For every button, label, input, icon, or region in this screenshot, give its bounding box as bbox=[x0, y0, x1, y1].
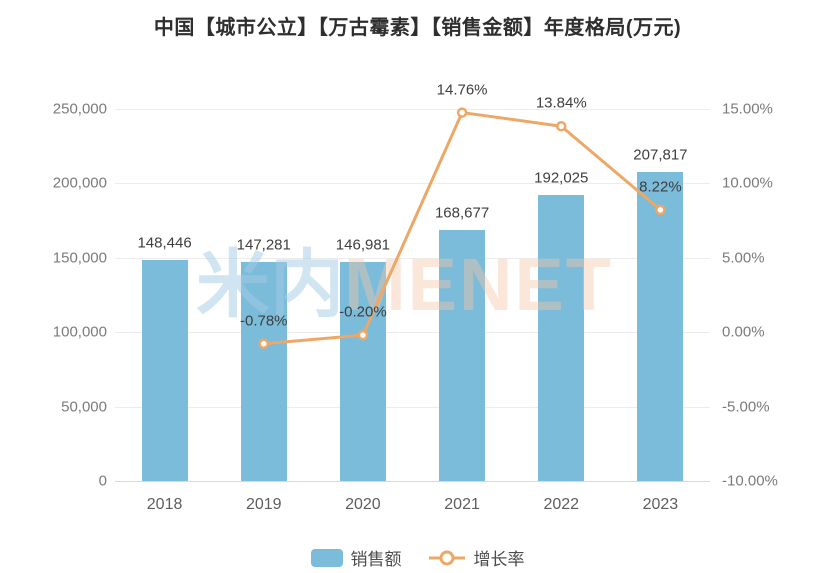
bar-value-label: 148,446 bbox=[137, 234, 192, 252]
left-axis-tick-label: 0 bbox=[98, 472, 107, 490]
left-axis-tick-label: 100,000 bbox=[52, 323, 107, 341]
growth-point-2022[interactable] bbox=[556, 121, 567, 132]
x-axis-label-2022: 2022 bbox=[543, 496, 580, 513]
gridline bbox=[115, 406, 710, 408]
growth-value-label: 13.84% bbox=[535, 94, 587, 112]
bar-2021[interactable] bbox=[439, 230, 486, 481]
left-axis-tick-label: 200,000 bbox=[52, 174, 107, 192]
line-series-marker-icon bbox=[428, 550, 465, 565]
left-axis-tick-label: 50,000 bbox=[61, 398, 107, 416]
bar-2023[interactable] bbox=[637, 171, 684, 481]
bar-value-label: 168,677 bbox=[434, 204, 490, 222]
right-axis-tick-label: 15.00% bbox=[722, 100, 773, 118]
x-axis-label-2019: 2019 bbox=[245, 496, 282, 513]
x-axis-label-2020: 2020 bbox=[345, 496, 381, 513]
right-axis-tick-label: -10.00% bbox=[722, 472, 778, 490]
bar-value-label: 147,281 bbox=[236, 236, 291, 254]
gridline bbox=[115, 332, 710, 334]
bar-series-swatch-icon bbox=[310, 548, 343, 567]
legend-label-sales: 销售额 bbox=[350, 550, 402, 569]
bar-2018[interactable] bbox=[141, 260, 188, 481]
x-axis-label-2021: 2021 bbox=[444, 496, 480, 513]
x-axis-label-2023: 2023 bbox=[642, 496, 679, 513]
gridline bbox=[115, 183, 710, 185]
bar-value-label: 192,025 bbox=[534, 169, 589, 187]
growth-value-label: -0.20% bbox=[339, 303, 387, 321]
bar-value-label: 207,817 bbox=[633, 146, 688, 164]
gridline bbox=[115, 109, 710, 110]
bar-2022[interactable] bbox=[538, 195, 585, 481]
left-axis-tick-label: 150,000 bbox=[52, 249, 107, 267]
gridline bbox=[115, 257, 710, 259]
chart-title: 中国【城市公立】【万古霉素】【销售金额】年度格局(万元) bbox=[153, 17, 682, 39]
legend-label-growth: 增长率 bbox=[473, 550, 525, 569]
growth-value-label: 14.76% bbox=[436, 81, 488, 99]
right-axis-tick-label: -5.00% bbox=[722, 398, 770, 416]
bar-2019[interactable] bbox=[240, 261, 287, 481]
x-axis-line bbox=[115, 481, 710, 482]
growth-value-label: 8.22% bbox=[639, 178, 682, 196]
x-axis-label-2018: 2018 bbox=[146, 496, 183, 513]
bar-2020[interactable] bbox=[339, 262, 386, 481]
legend-item-sales[interactable]: 销售额 bbox=[310, 545, 402, 570]
right-axis-tick-label: 10.00% bbox=[722, 174, 773, 192]
growth-value-label: -0.78% bbox=[239, 312, 288, 330]
right-axis-tick-label: 0.00% bbox=[722, 323, 765, 341]
legend-item-growth[interactable]: 增长率 bbox=[428, 545, 525, 570]
right-axis-tick-label: 5.00% bbox=[722, 249, 765, 267]
bar-value-label: 146,981 bbox=[335, 236, 391, 254]
left-axis-tick-label: 250,000 bbox=[52, 100, 107, 118]
legend: 销售额 增长率 bbox=[0, 545, 835, 570]
